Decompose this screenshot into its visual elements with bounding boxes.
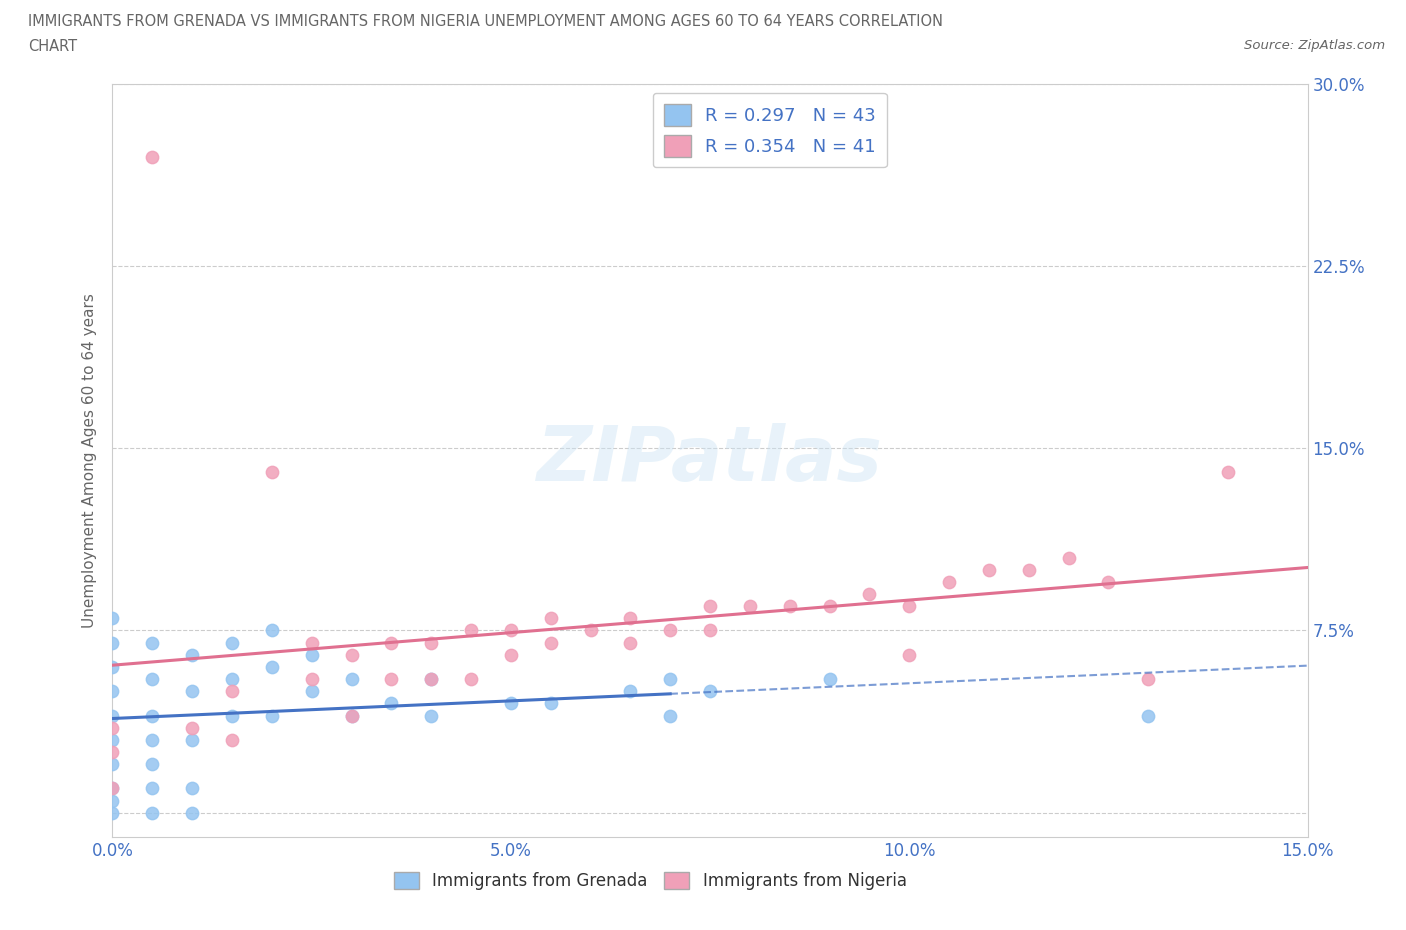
Point [101,635,124,650]
Point [1057,551,1080,565]
Point [898,647,921,662]
Point [380,696,402,711]
Point [181,781,204,796]
Point [260,623,283,638]
Point [738,599,761,614]
Point [779,599,801,614]
Point [101,684,124,698]
Point [101,720,124,735]
Point [141,708,163,723]
Point [659,708,682,723]
Point [540,696,562,711]
Point [619,611,641,626]
Point [181,720,204,735]
Point [619,635,641,650]
Point [818,599,841,614]
Point [818,671,841,686]
Point [301,684,323,698]
Point [141,757,163,772]
Point [420,671,443,686]
Point [1216,465,1239,480]
Point [340,671,363,686]
Point [420,708,443,723]
Point [659,623,682,638]
Point [141,732,163,747]
Point [699,684,721,698]
Point [181,647,204,662]
Point [101,732,124,747]
Point [301,647,323,662]
Point [101,611,124,626]
Point [938,575,960,590]
Point [1097,575,1119,590]
Point [141,149,163,164]
Point [460,671,482,686]
Point [619,684,641,698]
Point [499,647,522,662]
Point [858,587,880,602]
Point [1137,671,1160,686]
Point [1018,563,1040,578]
Point [301,671,323,686]
Point [699,623,721,638]
Point [977,563,1000,578]
Point [898,599,921,614]
Point [101,659,124,674]
Point [141,635,163,650]
Point [141,781,163,796]
Point [340,708,363,723]
Point [499,696,522,711]
Point [101,708,124,723]
Text: CHART: CHART [28,39,77,54]
Point [101,805,124,820]
Point [141,671,163,686]
Point [340,708,363,723]
Point [221,671,243,686]
Point [181,805,204,820]
Point [301,635,323,650]
Point [141,805,163,820]
Point [181,684,204,698]
Point [221,684,243,698]
Point [101,793,124,808]
Point [420,671,443,686]
Point [221,635,243,650]
Point [699,599,721,614]
Text: Source: ZipAtlas.com: Source: ZipAtlas.com [1244,39,1385,52]
Point [499,623,522,638]
Point [540,635,562,650]
Point [579,623,602,638]
Point [460,623,482,638]
Point [260,708,283,723]
Point [380,671,402,686]
Point [540,611,562,626]
Point [1137,708,1160,723]
Point [260,659,283,674]
Text: IMMIGRANTS FROM GRENADA VS IMMIGRANTS FROM NIGERIA UNEMPLOYMENT AMONG AGES 60 TO: IMMIGRANTS FROM GRENADA VS IMMIGRANTS FR… [28,14,943,29]
Point [221,732,243,747]
Point [420,635,443,650]
Point [101,781,124,796]
Point [380,635,402,650]
Point [260,465,283,480]
Point [181,732,204,747]
Point [659,671,682,686]
Text: ZIPatlas: ZIPatlas [537,423,883,498]
Point [101,757,124,772]
Y-axis label: Unemployment Among Ages 60 to 64 years: Unemployment Among Ages 60 to 64 years [82,293,97,628]
Legend: Immigrants from Grenada, Immigrants from Nigeria: Immigrants from Grenada, Immigrants from… [387,865,914,897]
Point [221,708,243,723]
Point [340,647,363,662]
Point [101,745,124,760]
Point [101,781,124,796]
